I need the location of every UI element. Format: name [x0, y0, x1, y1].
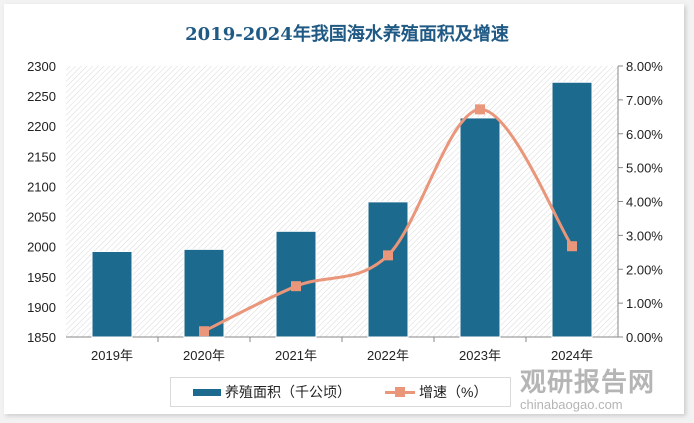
y-tick-label: 1900	[27, 300, 56, 315]
bar	[459, 117, 501, 338]
legend-item-growth: 增速（%）	[385, 382, 487, 402]
y2-tick-label: 0.00%	[626, 330, 663, 345]
growth-marker	[291, 281, 301, 292]
plot-area	[66, 66, 618, 337]
bar	[367, 201, 409, 338]
x-tick-label: 2020年	[183, 348, 225, 363]
y2-tick-label: 5.00%	[626, 161, 663, 176]
y-tick-label: 2300	[27, 59, 56, 74]
growth-marker	[383, 250, 393, 261]
bar	[91, 250, 133, 338]
y2-tick-label: 2.00%	[626, 262, 663, 277]
x-tick-label: 2021年	[275, 348, 317, 363]
x-tick-label: 2019年	[91, 348, 133, 363]
chart-title: 2019-2024年我国海水养殖面积及增速	[185, 24, 509, 45]
watermark-cn: 观研报告网	[520, 367, 656, 397]
growth-line	[203, 107, 574, 333]
y-tick-label: 2000	[27, 240, 56, 255]
legend-item-area: 养殖面积（千公顷）	[193, 382, 351, 402]
y2-tick-label: 4.00%	[626, 195, 663, 210]
growth-marker	[475, 104, 485, 115]
legend-swatch-bar	[193, 388, 221, 396]
growth-marker	[567, 241, 577, 252]
legend: 养殖面积（千公顷） 增速（%）	[170, 377, 511, 407]
bar	[183, 248, 225, 338]
watermark-en: chinabaogao.com	[520, 397, 623, 412]
x-tick-label: 2024年	[551, 348, 593, 363]
watermark: 观研报告网 chinabaogao.com	[520, 362, 655, 412]
y2-tick-label: 6.00%	[626, 127, 663, 142]
y-tick-label: 2200	[27, 119, 56, 134]
y2-tick-label: 1.00%	[626, 296, 663, 311]
legend-label-growth: 增速（%）	[419, 384, 488, 400]
y-tick-label: 2100	[27, 179, 56, 194]
y-tick-label: 2150	[27, 149, 56, 164]
y2-tick-label: 8.00%	[626, 59, 663, 74]
y-tick-label: 1950	[27, 270, 56, 285]
y-tick-label: 2250	[27, 89, 56, 104]
legend-swatch-line	[385, 386, 415, 397]
x-tick-label: 2023年	[459, 348, 501, 363]
y-tick-label: 1850	[27, 330, 56, 345]
y-tick-label: 2050	[27, 210, 56, 225]
legend-label-area: 养殖面积（千公顷）	[225, 384, 351, 400]
x-tick-label: 2022年	[367, 348, 409, 363]
bar	[551, 81, 593, 338]
y2-tick-label: 3.00%	[626, 228, 663, 243]
growth-marker	[199, 326, 209, 337]
y2-tick-label: 7.00%	[626, 93, 663, 108]
